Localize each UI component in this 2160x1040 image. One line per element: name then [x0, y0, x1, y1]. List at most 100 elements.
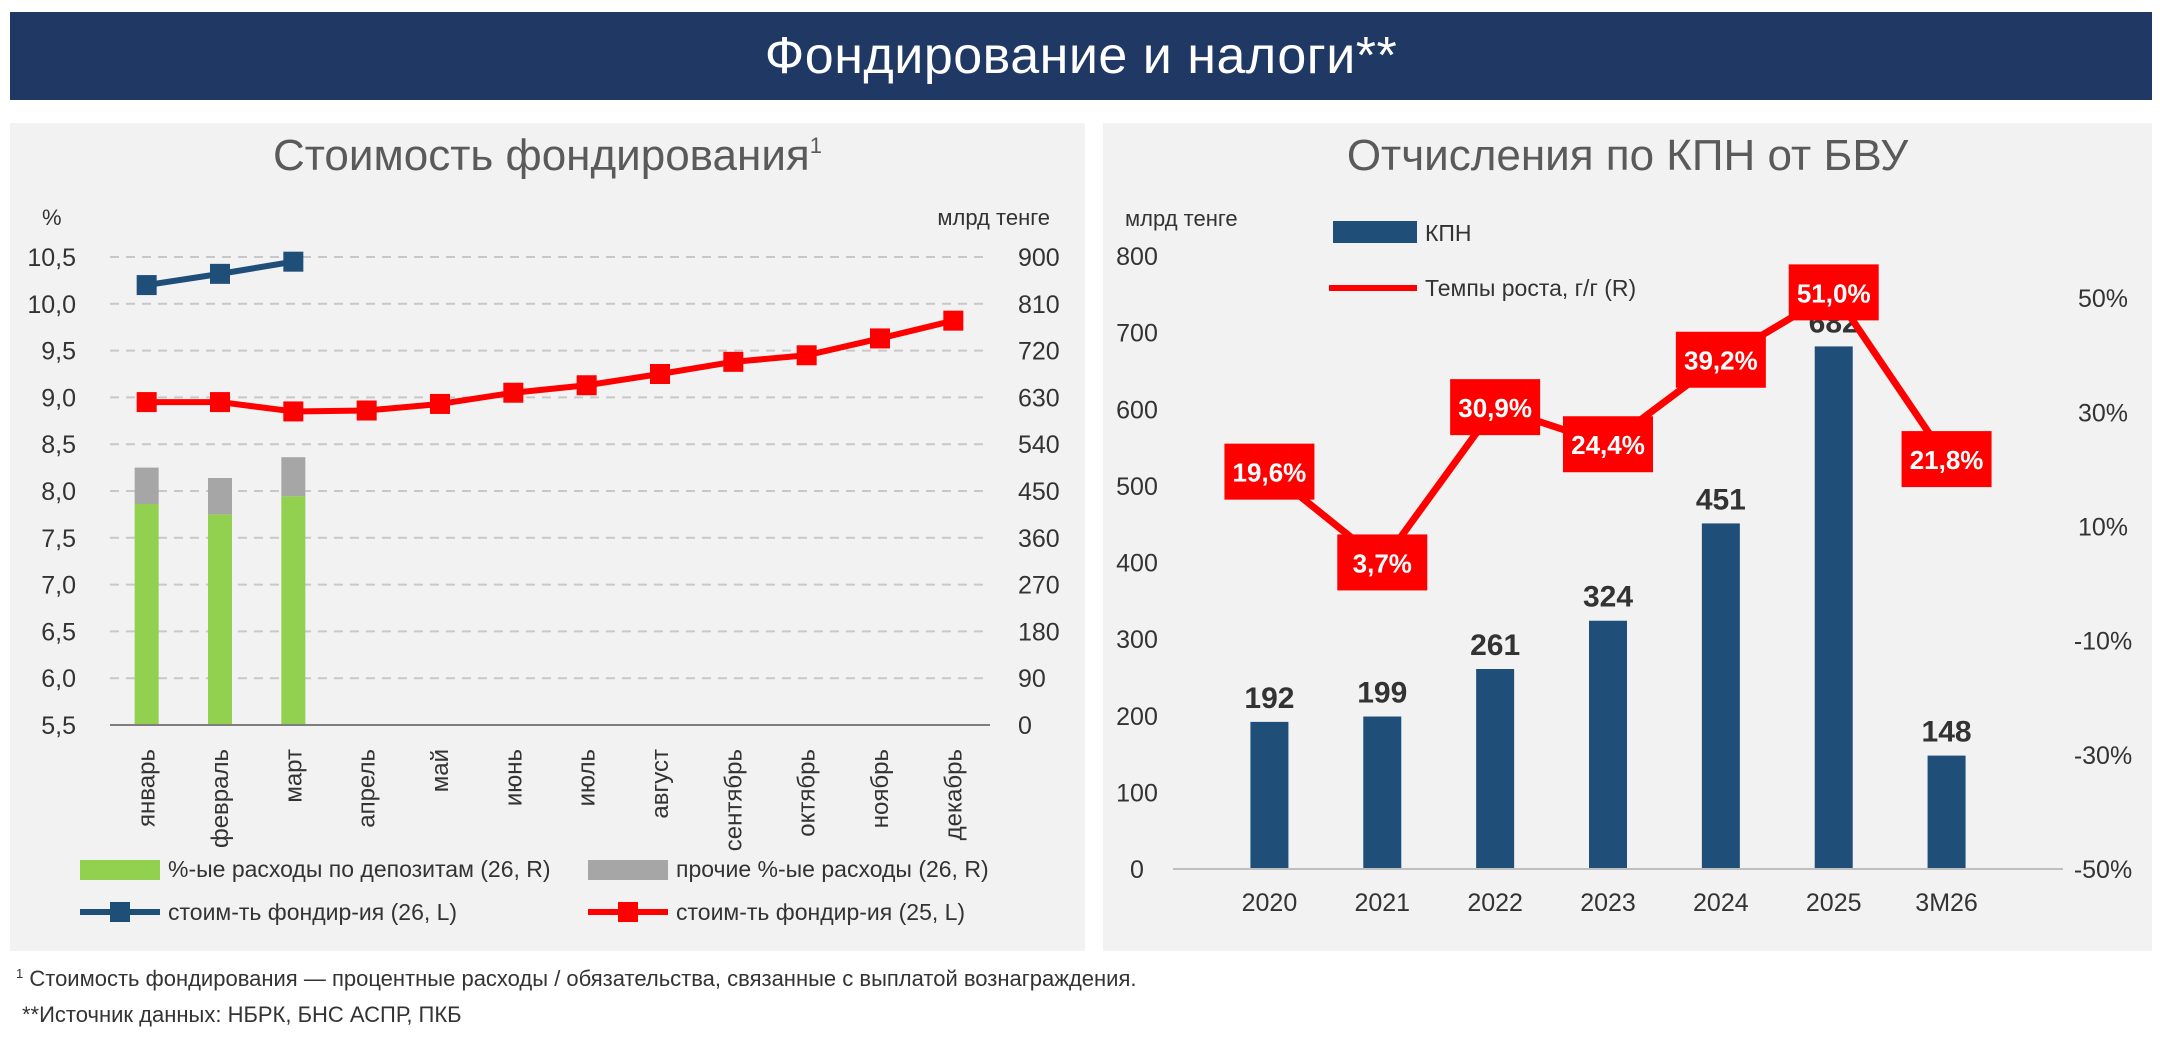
kpn-bar	[1701, 523, 1740, 869]
other-bar	[134, 467, 159, 504]
growth-label: 39,2%	[1684, 346, 1758, 376]
cit-y-right-tick: -50%	[2074, 856, 2132, 884]
cit-title: Отчисления по КПН от БВУ	[1346, 131, 1909, 180]
y-right-tick: 810	[1018, 291, 1060, 319]
x-tick-label: июль	[574, 749, 601, 806]
cost25-point	[796, 345, 817, 366]
kpn-bar	[1814, 346, 1853, 869]
legend-cost25-swatch	[588, 898, 668, 926]
legend-cost25-label: стоим-ть фондир-ия (25, L)	[676, 898, 966, 925]
kpn-bar	[1927, 755, 1966, 869]
x-tick-label: январь	[134, 749, 161, 827]
x-tick-label: март	[280, 749, 307, 803]
cit-y-left-tick: 400	[1116, 550, 1158, 578]
legend-deposits-label: %-ые расходы по депозитам (26, R)	[168, 856, 551, 882]
cost25-point	[576, 375, 597, 396]
growth-label: 19,6%	[1233, 458, 1307, 488]
cit-y-left-tick: 200	[1116, 703, 1158, 731]
cit-y-left-tick: 100	[1116, 779, 1158, 807]
cit-x-tick-label: 2024	[1693, 889, 1749, 917]
footnote-source-text: **Источник данных: НБРК, БНС АСПР, ПКБ	[22, 1002, 462, 1027]
cost25-point	[650, 364, 670, 384]
x-tick-label: февраль	[207, 749, 234, 848]
cit-y-right-tick: 50%	[2078, 285, 2128, 313]
cost25-line	[146, 317, 955, 415]
cost25-point	[723, 351, 744, 372]
funding-cost-panel: Стоимость фондирования1 % млрд тенге 10,…	[10, 123, 1085, 951]
footnote-sup: 1	[16, 966, 24, 981]
growth-label-box	[1224, 443, 1315, 500]
cost26-point	[283, 251, 304, 272]
y-right-tick: 540	[1018, 431, 1060, 459]
cit-y-right-tick: -30%	[2074, 742, 2132, 770]
cost25-point	[283, 401, 304, 422]
kpn-bar	[1363, 716, 1402, 869]
x-tick-label: июнь	[500, 749, 527, 806]
legend-cost26: стоим-ть фондир-ия (26, L)	[80, 898, 457, 926]
growth-label-box	[1788, 264, 1879, 321]
legend-cost25: стоим-ть фондир-ия (25, L)	[588, 898, 965, 926]
kpn-bar	[1476, 669, 1515, 869]
y-right-tick: 900	[1018, 244, 1060, 272]
kpn-bar-label: 324	[1583, 581, 1633, 614]
y-right-tick: 90	[1018, 665, 1046, 693]
cost25-point	[870, 328, 890, 349]
growth-label-box	[1450, 379, 1541, 436]
kpn-bar	[1250, 721, 1289, 869]
growth-label: 30,9%	[1458, 393, 1532, 423]
cost25-point	[430, 393, 450, 414]
page-title: Фондирование и налоги**	[764, 27, 1398, 85]
y-left-tick: 10,5	[27, 244, 76, 272]
cit-y-left-tick: 600	[1116, 396, 1158, 424]
deposit-bar	[208, 514, 232, 725]
funding-cost-title-text: Стоимость фондирования	[273, 131, 810, 180]
y-left-tick: 7,5	[41, 525, 76, 553]
kpn-bar-label: 148	[1922, 716, 1972, 749]
cost26-point	[136, 275, 157, 296]
y-left-unit: %	[42, 205, 62, 230]
cit-y-right-tick: 30%	[2078, 399, 2128, 427]
y-right-tick: 720	[1018, 338, 1060, 366]
other-bar	[281, 457, 306, 497]
legend-deposits-swatch	[80, 859, 160, 880]
cit-y-left-tick: 300	[1116, 626, 1158, 654]
y-right-tick: 360	[1018, 525, 1060, 553]
legend-other-swatch	[588, 859, 668, 880]
y-left-tick: 8,5	[41, 431, 76, 459]
cost25-point	[503, 382, 524, 403]
footnote-definition: 1 Стоимость фондирования — процентные ра…	[16, 966, 1137, 992]
cit-y-left-tick: 0	[1130, 856, 1144, 884]
cit-y-left-tick: 800	[1116, 243, 1158, 271]
legend-deposits: %-ые расходы по депозитам (26, R)	[80, 856, 551, 883]
x-tick-label: ноябрь	[867, 749, 894, 828]
funding-cost-title: Стоимость фондирования1	[10, 131, 1085, 181]
kpn-bar-label: 261	[1470, 629, 1520, 662]
legend-cost26-swatch	[80, 898, 160, 926]
growth-label-box	[1337, 534, 1428, 591]
y-right-tick: 450	[1018, 478, 1060, 506]
legend-cost26-label: стоим-ть фондир-ия (26, L)	[168, 898, 458, 925]
funding-cost-title-sup: 1	[809, 133, 822, 158]
deposit-bar	[134, 504, 159, 725]
x-tick-label: сентябрь	[720, 749, 747, 851]
x-tick-label: май	[427, 749, 454, 792]
y-left-tick: 6,5	[41, 618, 76, 646]
x-tick-label: август	[647, 749, 674, 819]
y-left-tick: 6,0	[41, 665, 76, 693]
legend-kpn-label: КПН	[1425, 220, 1472, 246]
kpn-bar-label: 192	[1244, 682, 1294, 715]
cit-y-left-unit: млрд тенге	[1125, 206, 1238, 231]
growth-label: 21,8%	[1910, 445, 1984, 475]
legend-kpn-swatch	[1333, 221, 1417, 243]
cost25-point	[943, 310, 964, 331]
legend-other-label: прочие %-ые расходы (26, R)	[676, 856, 989, 882]
kpn-bar	[1589, 620, 1627, 869]
legend-growth-label: Темпы роста, г/г (R)	[1425, 275, 1636, 301]
other-bar	[208, 478, 232, 515]
y-left-tick: 9,0	[41, 384, 76, 412]
cit-x-tick-label: 2023	[1580, 889, 1636, 917]
growth-label-box	[1901, 431, 1992, 488]
cit-legend: КПН Темпы роста, г/г (R)	[1329, 220, 1636, 301]
